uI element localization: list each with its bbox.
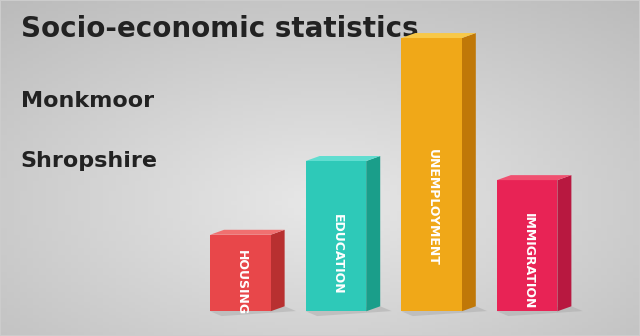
Polygon shape — [210, 230, 285, 235]
Text: Shropshire: Shropshire — [20, 151, 157, 171]
Polygon shape — [401, 33, 476, 38]
Text: UNEMPLOYMENT: UNEMPLOYMENT — [426, 149, 439, 266]
Polygon shape — [401, 306, 487, 316]
Text: Monkmoor: Monkmoor — [20, 91, 154, 111]
Polygon shape — [210, 306, 296, 316]
Polygon shape — [462, 33, 476, 311]
Polygon shape — [497, 306, 583, 316]
Polygon shape — [306, 306, 392, 316]
Text: IMMIGRATION: IMMIGRATION — [522, 213, 535, 310]
Text: EDUCATION: EDUCATION — [331, 214, 344, 294]
Text: HOUSING: HOUSING — [235, 250, 248, 315]
Polygon shape — [271, 230, 285, 311]
Text: Socio-economic statistics: Socio-economic statistics — [20, 15, 418, 43]
Polygon shape — [557, 175, 572, 311]
Polygon shape — [366, 156, 380, 311]
Polygon shape — [401, 38, 462, 311]
Polygon shape — [497, 180, 557, 311]
Polygon shape — [306, 156, 380, 161]
Polygon shape — [210, 235, 271, 311]
Polygon shape — [306, 161, 366, 311]
Polygon shape — [497, 175, 572, 180]
